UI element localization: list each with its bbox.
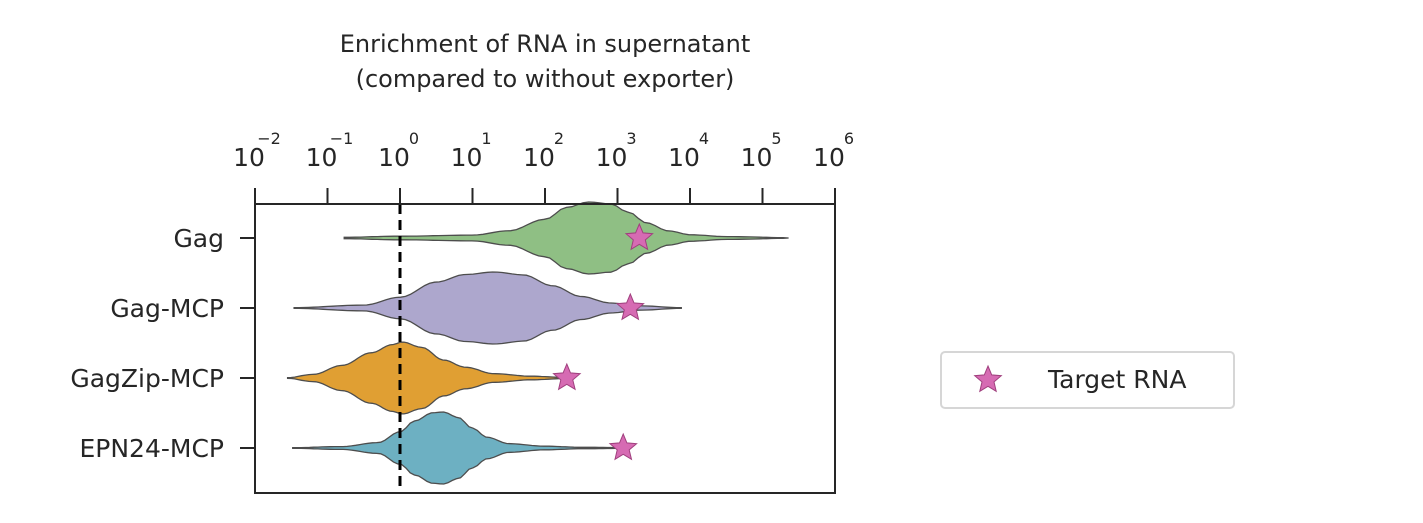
target-rna-marker-0 bbox=[624, 222, 654, 251]
x-tick-label-7: 10 bbox=[741, 143, 773, 172]
category-label-0: Gag bbox=[173, 224, 224, 253]
star-icon bbox=[973, 364, 1003, 393]
legend-box bbox=[940, 351, 1235, 409]
x-tick-label-1: 10 bbox=[306, 143, 338, 172]
target-rna-marker-1 bbox=[615, 292, 645, 321]
x-tick-exponent-7: 5 bbox=[771, 129, 781, 148]
target-rna-marker-3 bbox=[608, 432, 638, 461]
category-label-3: EPN24-MCP bbox=[79, 434, 224, 463]
x-tick-exponent-1: −1 bbox=[330, 129, 354, 148]
x-tick-exponent-8: 6 bbox=[844, 129, 854, 148]
x-tick-label-2: 10 bbox=[378, 143, 410, 172]
x-tick-exponent-3: 1 bbox=[481, 129, 491, 148]
category-label-2: GagZip-MCP bbox=[70, 364, 224, 393]
violin-group bbox=[286, 201, 789, 485]
x-tick-label-5: 10 bbox=[596, 143, 628, 172]
x-tick-label-8: 10 bbox=[813, 143, 845, 172]
x-tick-exponent-5: 3 bbox=[626, 129, 636, 148]
x-tick-exponent-4: 2 bbox=[554, 129, 564, 148]
violin-gag bbox=[343, 201, 789, 275]
violin-epn24-mcp bbox=[292, 411, 630, 485]
x-tick-label-3: 10 bbox=[451, 143, 483, 172]
y-axis: Gag Gag-MCP GagZip-MCP EPN24-MCP bbox=[70, 224, 255, 463]
x-tick-exponent-6: 4 bbox=[699, 129, 709, 148]
x-tick-label-6: 10 bbox=[668, 143, 700, 172]
x-tick-exponent-0: −2 bbox=[257, 129, 281, 148]
x-tick-label-4: 10 bbox=[523, 143, 555, 172]
violin-gag-mcp bbox=[293, 271, 682, 345]
legend-label: Target RNA bbox=[1047, 365, 1186, 394]
violin-gagzip-mcp bbox=[286, 341, 571, 415]
chart-subtitle: (compared to without exporter) bbox=[356, 65, 735, 93]
plot-frame bbox=[254, 203, 836, 494]
category-label-1: Gag-MCP bbox=[110, 294, 224, 323]
legend: Target RNA bbox=[940, 351, 1235, 409]
chart-title: Enrichment of RNA in supernatant bbox=[340, 30, 750, 58]
x-tick-label-0: 10 bbox=[233, 143, 265, 172]
x-tick-exponent-2: 0 bbox=[409, 129, 419, 148]
target-rna-markers bbox=[552, 222, 654, 461]
target-rna-marker-2 bbox=[552, 362, 582, 391]
